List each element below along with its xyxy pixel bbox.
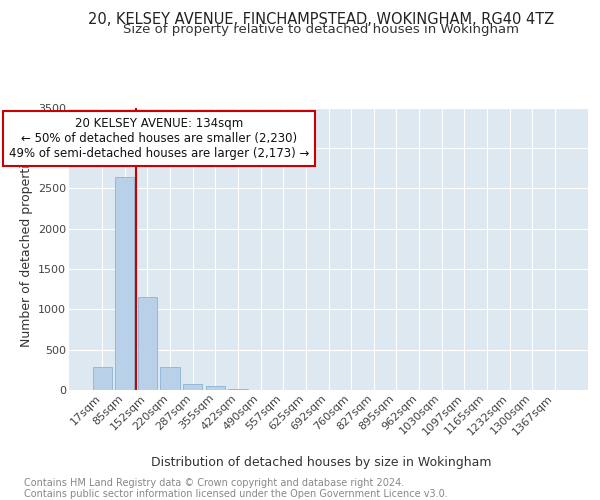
Text: Distribution of detached houses by size in Wokingham: Distribution of detached houses by size … <box>151 456 491 469</box>
Bar <box>160 368 180 390</box>
Bar <box>229 389 248 390</box>
Y-axis label: Number of detached properties: Number of detached properties <box>20 150 32 348</box>
Bar <box>115 177 134 390</box>
Text: 20, KELSEY AVENUE, FINCHAMPSTEAD, WOKINGHAM, RG40 4TZ: 20, KELSEY AVENUE, FINCHAMPSTEAD, WOKING… <box>88 12 554 28</box>
Bar <box>92 368 112 390</box>
Bar <box>183 384 202 390</box>
Bar <box>206 386 225 390</box>
Bar <box>138 297 157 390</box>
Text: Size of property relative to detached houses in Wokingham: Size of property relative to detached ho… <box>123 24 519 36</box>
Text: 20 KELSEY AVENUE: 134sqm
← 50% of detached houses are smaller (2,230)
49% of sem: 20 KELSEY AVENUE: 134sqm ← 50% of detach… <box>8 117 309 160</box>
Text: Contains HM Land Registry data © Crown copyright and database right 2024.
Contai: Contains HM Land Registry data © Crown c… <box>24 478 448 499</box>
